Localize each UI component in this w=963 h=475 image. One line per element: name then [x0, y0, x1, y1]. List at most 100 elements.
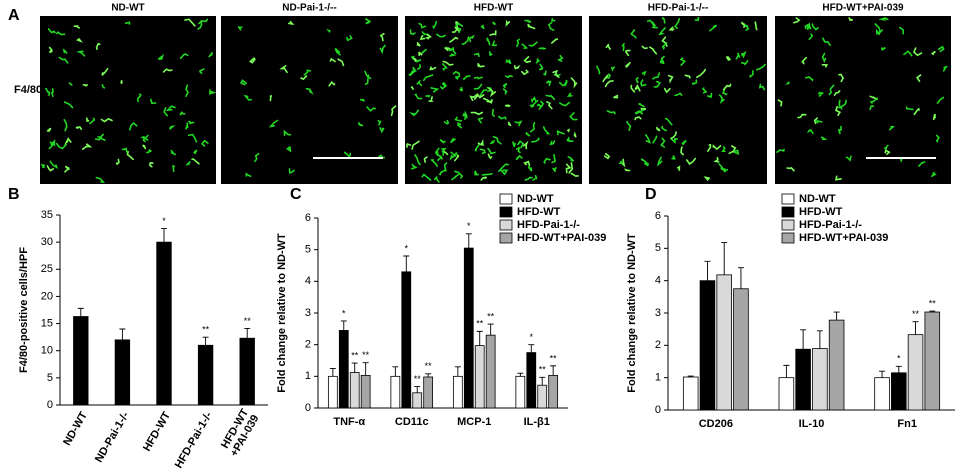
significance: *: [342, 308, 346, 318]
error-bar: [119, 328, 126, 340]
significance: **: [550, 353, 558, 363]
cell: [414, 154, 421, 166]
cell: [755, 63, 766, 71]
y-tick-label: 3: [655, 307, 661, 319]
y-tick-label: 0: [305, 402, 311, 414]
y-tick-label: 35: [41, 209, 53, 221]
cell: [410, 163, 418, 170]
error-bar: [403, 255, 410, 272]
cells: [595, 17, 766, 182]
cell: [337, 58, 345, 67]
cell: [834, 175, 842, 181]
cell: [410, 55, 415, 60]
cell: [63, 119, 68, 132]
cell: [883, 144, 889, 150]
cell: [421, 31, 429, 37]
cell: [208, 52, 214, 58]
error-bar: [425, 373, 432, 377]
cell: [712, 144, 722, 151]
cell: [491, 108, 496, 117]
cell: [425, 33, 433, 40]
bar: [682, 376, 699, 411]
cell: [641, 45, 648, 50]
error-bar: [454, 366, 461, 377]
significance: *: [897, 354, 901, 364]
cell: [743, 23, 750, 31]
bar: [197, 344, 214, 406]
cell: [75, 126, 83, 130]
cell: [378, 154, 386, 159]
cell: [441, 150, 449, 156]
cell: [188, 120, 195, 125]
bar: [401, 271, 412, 409]
cell: [869, 105, 875, 111]
cell: [673, 17, 681, 30]
x-tick-label: MCP-1: [457, 416, 491, 428]
error-bar: [487, 323, 494, 336]
legend-label: ND-WT: [799, 193, 836, 205]
cell: [357, 122, 364, 127]
cell: [486, 37, 491, 46]
cell: [552, 167, 557, 173]
cell: [610, 66, 616, 72]
cell: [436, 150, 442, 158]
cell: [364, 18, 372, 25]
cell: [409, 67, 417, 77]
cell: [624, 49, 631, 57]
cell: [707, 92, 713, 98]
x-tick-label: ND-Pai-1-/-: [93, 410, 132, 465]
cell: [455, 76, 462, 80]
cell: [120, 80, 123, 84]
cell: [838, 99, 843, 110]
cell: [408, 109, 420, 117]
cell: [82, 84, 89, 87]
significance: **: [476, 319, 484, 329]
cell: [62, 48, 68, 54]
bar: [156, 241, 172, 406]
cell: [442, 60, 454, 66]
cell: [488, 87, 497, 98]
image-title: HFD-WT+PAI-039: [822, 3, 904, 14]
cell: [652, 72, 661, 80]
cell: [419, 35, 426, 41]
cell: [618, 160, 624, 165]
cell: [530, 95, 537, 104]
cell: [432, 20, 438, 30]
cell: [820, 136, 828, 141]
cell: [713, 157, 720, 163]
error-bar: [362, 362, 369, 376]
bar: [733, 288, 749, 411]
cell: [379, 44, 386, 55]
bar: [537, 384, 548, 409]
cell: [454, 116, 463, 122]
cell: [209, 89, 217, 95]
cell: [641, 70, 647, 76]
cell: [179, 53, 189, 60]
cell: [513, 64, 521, 70]
x-tick-label: Fn1: [897, 418, 917, 430]
y-axis-label: Fold change relative to ND-WT: [276, 233, 288, 393]
cell: [185, 84, 189, 97]
cell: [806, 129, 814, 135]
cell: [64, 137, 72, 145]
cell: [443, 119, 450, 125]
legend-label: HFD-WT: [799, 206, 843, 218]
cell: [679, 57, 687, 66]
cell: [414, 93, 423, 100]
cell: [163, 107, 169, 117]
cell: [691, 79, 698, 86]
cell: [40, 163, 46, 169]
cell: [126, 150, 134, 161]
cell: [406, 142, 412, 148]
cell: [875, 28, 884, 35]
error-bar: [816, 330, 823, 349]
cell: [430, 159, 439, 167]
cell: [646, 19, 655, 27]
cell: [656, 126, 661, 132]
cell: [785, 81, 790, 86]
cell: [101, 68, 109, 76]
cell: [480, 24, 485, 30]
cell: [777, 99, 783, 107]
significance: **: [362, 350, 370, 360]
cells: [237, 18, 397, 177]
